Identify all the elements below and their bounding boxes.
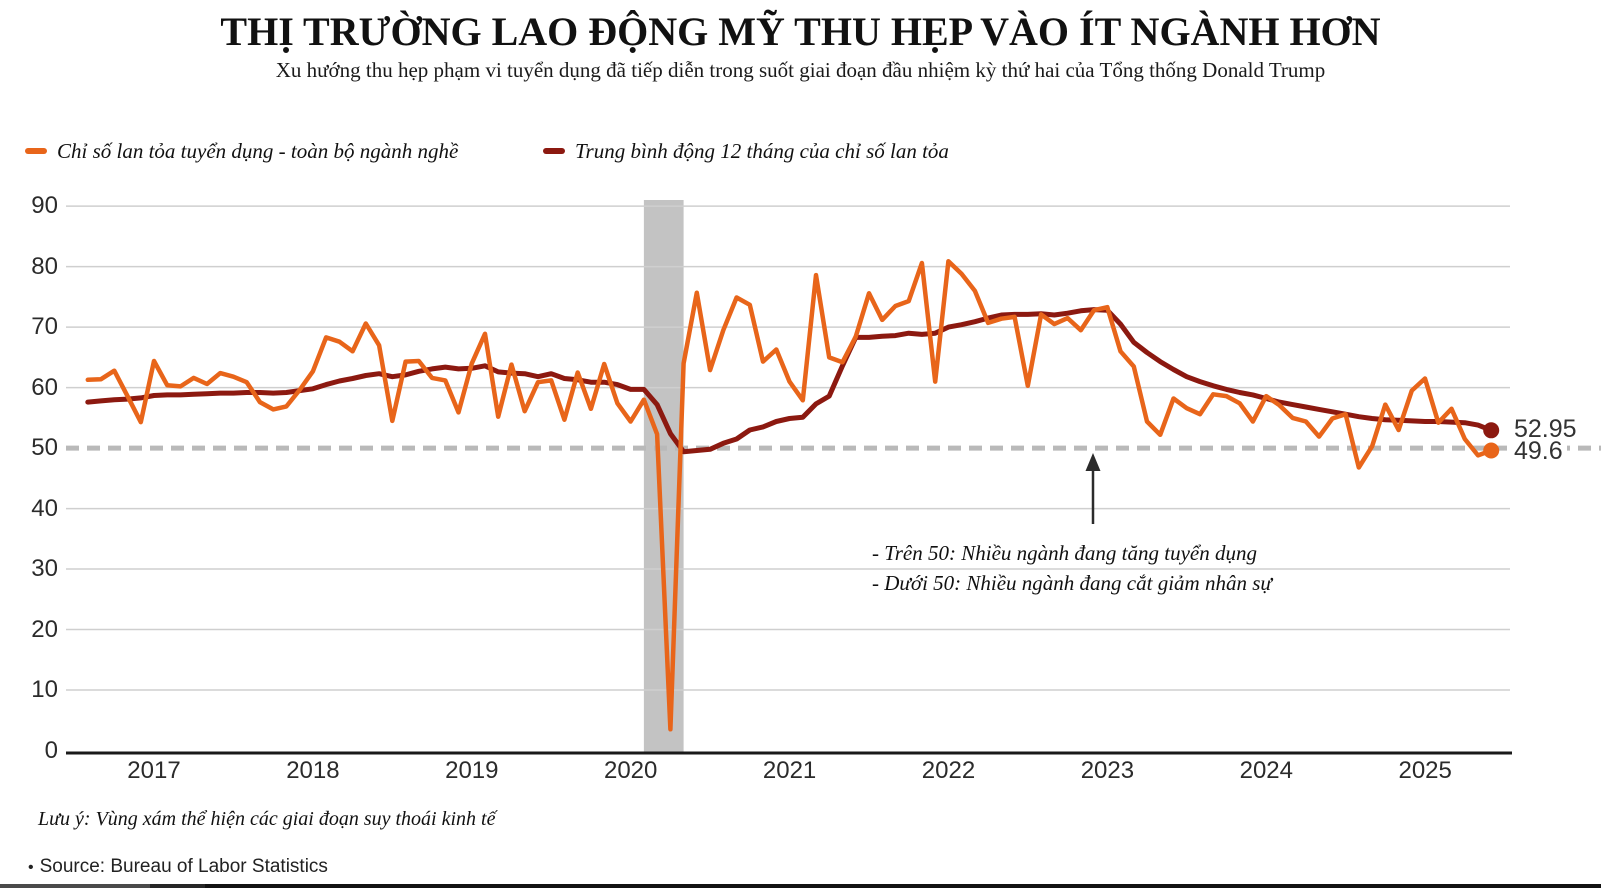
x-tick-label: 2025	[1398, 757, 1452, 784]
diffusion-index-end-dot	[1483, 442, 1500, 459]
orange-line-swatch-icon	[25, 148, 47, 154]
x-tick-label: 2022	[921, 757, 976, 784]
x-tick-label: 2020	[603, 757, 658, 784]
legend-label: Trung bình động 12 tháng của chỉ số lan …	[575, 138, 949, 163]
moving-average-end-dot	[1483, 422, 1500, 439]
x-tick-label: 2024	[1239, 757, 1293, 784]
source-line: • Source: Bureau of Labor Statistics	[28, 856, 328, 878]
y-tick-label: 0	[44, 736, 58, 764]
bottom-bar-segment	[205, 884, 1601, 888]
threshold-annotation: - Trên 50: Nhiều ngành đang tăng tuyển d…	[872, 538, 1272, 598]
recession-band	[643, 200, 684, 753]
y-tick-label: 40	[31, 494, 58, 522]
bottom-bar-segment	[150, 884, 205, 888]
legend-label: Chỉ số lan tỏa tuyển dụng - toàn bộ ngàn…	[57, 138, 459, 163]
page-title: THỊ TRƯỜNG LAO ĐỘNG MỸ THU HẸP VÀO ÍT NG…	[220, 9, 1381, 54]
y-tick-label: 80	[31, 252, 58, 280]
x-tick-label: 2023	[1080, 757, 1135, 784]
y-tick-label: 90	[31, 192, 58, 220]
y-tick-label: 10	[31, 676, 58, 704]
y-tick-label: 70	[31, 313, 58, 341]
bottom-bar-segment	[0, 884, 150, 888]
x-tick-label: 2021	[762, 757, 817, 784]
legend-item-moving-average: Trung bình động 12 tháng của chỉ số lan …	[543, 137, 949, 165]
annotation-line-below-50: - Dưới 50: Nhiều ngành đang cắt giảm nhâ…	[872, 571, 1272, 595]
x-tick-label: 2018	[286, 757, 340, 784]
moving-average-line	[85, 307, 1494, 455]
page-subtitle: Xu hướng thu hẹp phạm vi tuyển dụng đã t…	[275, 58, 1326, 82]
y-tick-label: 30	[31, 555, 58, 583]
recession-note: Lưu ý: Vùng xám thể hiện các giai đoạn s…	[38, 808, 496, 830]
y-tick-label: 20	[31, 615, 58, 643]
diffusion-index-line	[85, 258, 1494, 732]
bullet-icon: •	[28, 859, 34, 876]
end-value-label-diffusion-index: 49.6	[1508, 437, 1567, 466]
x-tick-label: 2017	[127, 757, 181, 784]
x-tick-label: 2019	[445, 757, 499, 784]
annotation-arrow-head-icon	[1085, 453, 1101, 471]
legend-item-diffusion-index: Chỉ số lan tỏa tuyển dụng - toàn bộ ngàn…	[25, 137, 458, 165]
annotation-line-above-50: - Trên 50: Nhiều ngành đang tăng tuyển d…	[872, 541, 1257, 565]
y-tick-label: 50	[31, 434, 58, 462]
source-text: Source: Bureau of Labor Statistics	[39, 856, 328, 877]
darkred-line-swatch-icon	[543, 148, 565, 154]
y-tick-label: 60	[31, 373, 58, 401]
